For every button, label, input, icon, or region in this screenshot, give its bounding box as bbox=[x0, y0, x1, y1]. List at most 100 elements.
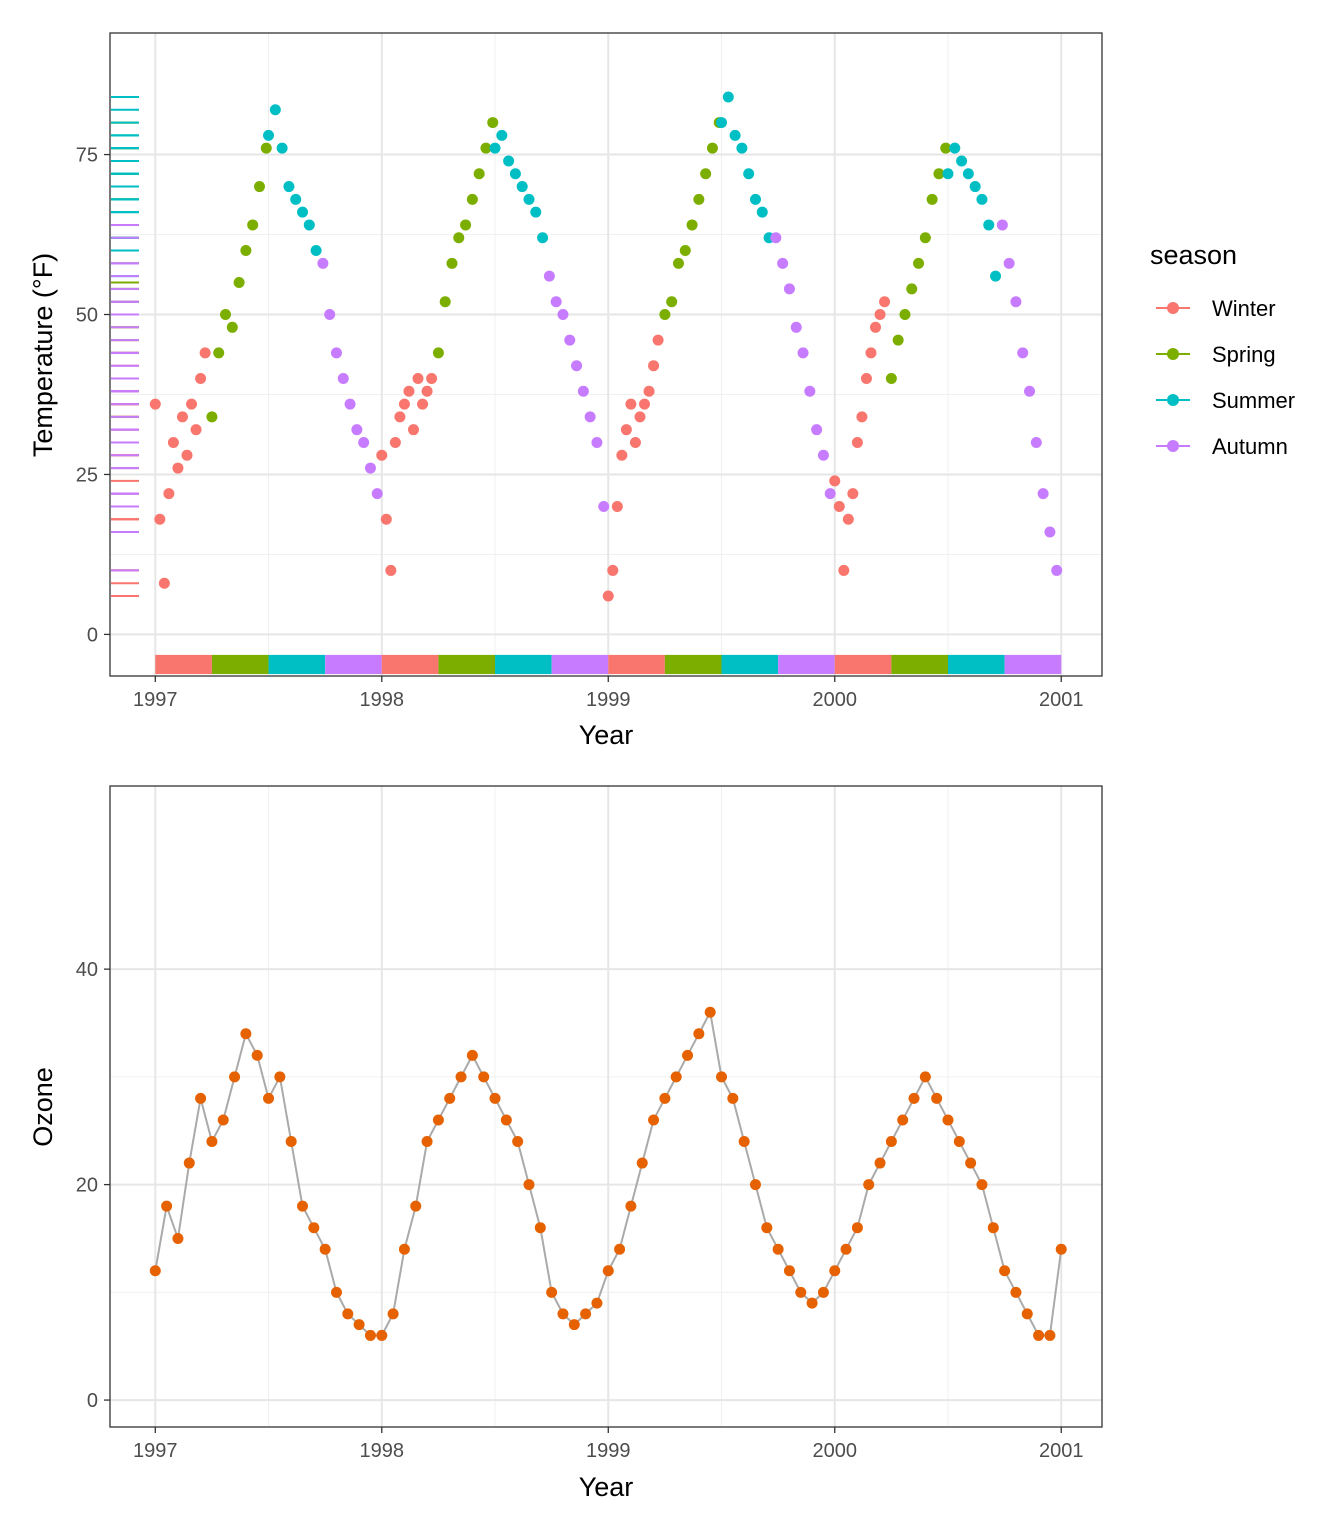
ozone-point bbox=[670, 1071, 682, 1083]
point-winter bbox=[652, 334, 664, 346]
point-summer bbox=[303, 219, 315, 231]
ozone-point bbox=[376, 1329, 388, 1341]
season-band-spring bbox=[438, 654, 496, 675]
point-summer bbox=[743, 168, 755, 180]
point-winter bbox=[167, 436, 179, 448]
point-summer bbox=[516, 181, 528, 193]
season-band-summer bbox=[947, 654, 1005, 675]
ozone-point bbox=[568, 1319, 580, 1331]
point-autumn bbox=[330, 347, 342, 359]
ozone-y-ticks: 0 20 40 bbox=[76, 959, 110, 1412]
point-spring bbox=[487, 117, 499, 129]
point-winter bbox=[634, 411, 646, 423]
point-autumn bbox=[797, 347, 809, 359]
ozone-point bbox=[523, 1179, 535, 1191]
point-winter bbox=[398, 398, 410, 410]
point-autumn bbox=[1051, 564, 1063, 576]
ozone-point bbox=[206, 1136, 218, 1148]
x-tick-label: 2001 bbox=[1039, 1440, 1084, 1462]
point-winter bbox=[421, 385, 433, 397]
ozone-point bbox=[919, 1071, 931, 1083]
legend-entries: Winter Spring Summer Autumn bbox=[1156, 296, 1295, 459]
point-spring bbox=[253, 181, 265, 193]
point-winter bbox=[380, 513, 392, 525]
ozone-x-axis-title: Year bbox=[579, 1472, 634, 1502]
point-autumn bbox=[777, 257, 789, 269]
point-summer bbox=[749, 193, 761, 205]
ozone-y-axis-title: Ozone bbox=[28, 1067, 58, 1147]
point-winter bbox=[181, 449, 193, 461]
ozone-point bbox=[251, 1049, 263, 1061]
ozone-point bbox=[364, 1329, 376, 1341]
point-summer bbox=[942, 168, 954, 180]
season-band-autumn bbox=[551, 654, 609, 675]
point-autumn bbox=[351, 424, 363, 436]
ozone-point bbox=[217, 1114, 229, 1126]
ozone-point bbox=[976, 1179, 988, 1191]
point-autumn bbox=[550, 296, 562, 308]
ozone-point bbox=[432, 1114, 444, 1126]
point-spring bbox=[679, 245, 691, 257]
point-winter bbox=[874, 309, 886, 321]
temperature-chart: 1997 1998 1999 2000 2001 0 25 50 75 Year Temper… bbox=[28, 32, 1295, 750]
ozone-point bbox=[387, 1308, 399, 1320]
ozone-point bbox=[308, 1222, 320, 1234]
point-spring bbox=[247, 219, 259, 231]
point-winter bbox=[865, 347, 877, 359]
point-winter bbox=[860, 372, 872, 384]
point-spring bbox=[885, 372, 897, 384]
point-summer bbox=[990, 270, 1002, 282]
y-tick-label: 75 bbox=[76, 145, 98, 167]
point-summer bbox=[290, 193, 302, 205]
point-autumn bbox=[1044, 526, 1056, 538]
x-tick-label: 1997 bbox=[133, 689, 178, 711]
point-spring bbox=[659, 309, 671, 321]
point-spring bbox=[480, 142, 492, 154]
ozone-point bbox=[761, 1222, 773, 1234]
ozone-point bbox=[704, 1006, 716, 1018]
ozone-point bbox=[636, 1157, 648, 1169]
point-winter bbox=[607, 564, 619, 576]
point-summer bbox=[283, 181, 295, 193]
point-autumn bbox=[577, 385, 589, 397]
ozone-point bbox=[874, 1157, 886, 1169]
point-autumn bbox=[591, 436, 603, 448]
x-tick-label: 1999 bbox=[586, 1440, 631, 1462]
point-winter bbox=[851, 436, 863, 448]
ozone-point bbox=[229, 1071, 241, 1083]
point-autumn bbox=[337, 372, 349, 384]
ozone-point bbox=[285, 1136, 297, 1148]
point-winter bbox=[199, 347, 211, 359]
y-tick-label: 50 bbox=[76, 305, 98, 327]
y-tick-label: 25 bbox=[76, 464, 98, 486]
point-summer bbox=[496, 129, 508, 141]
point-winter bbox=[639, 398, 651, 410]
point-spring bbox=[706, 142, 718, 154]
ozone-point bbox=[421, 1136, 433, 1148]
point-winter bbox=[629, 436, 641, 448]
point-spring bbox=[240, 245, 252, 257]
ozone-point bbox=[614, 1243, 626, 1255]
point-winter bbox=[163, 488, 175, 500]
x-tick-label: 2000 bbox=[812, 689, 857, 711]
ozone-point bbox=[263, 1092, 275, 1104]
ozone-point bbox=[863, 1179, 875, 1191]
ozone-point bbox=[410, 1200, 422, 1212]
legend-label-winter: Winter bbox=[1212, 296, 1276, 321]
season-band-summer bbox=[268, 654, 326, 675]
season-band-winter bbox=[155, 654, 212, 675]
point-winter bbox=[616, 449, 628, 461]
ozone-point bbox=[682, 1049, 694, 1061]
ozone-point bbox=[546, 1286, 558, 1298]
ozone-x-ticks: 1997 1998 1999 2000 2001 bbox=[133, 1427, 1083, 1462]
ozone-point bbox=[240, 1028, 252, 1040]
point-autumn bbox=[543, 270, 555, 282]
point-summer bbox=[962, 168, 974, 180]
ozone-point bbox=[444, 1092, 456, 1104]
ozone-point bbox=[965, 1157, 977, 1169]
ozone-point bbox=[602, 1265, 614, 1277]
point-autumn bbox=[598, 500, 610, 512]
ozone-chart: 1997 1998 1999 2000 2001 0 20 40 Year Ozone bbox=[28, 785, 1103, 1502]
season-band-winter bbox=[834, 654, 892, 675]
point-summer bbox=[983, 219, 995, 231]
